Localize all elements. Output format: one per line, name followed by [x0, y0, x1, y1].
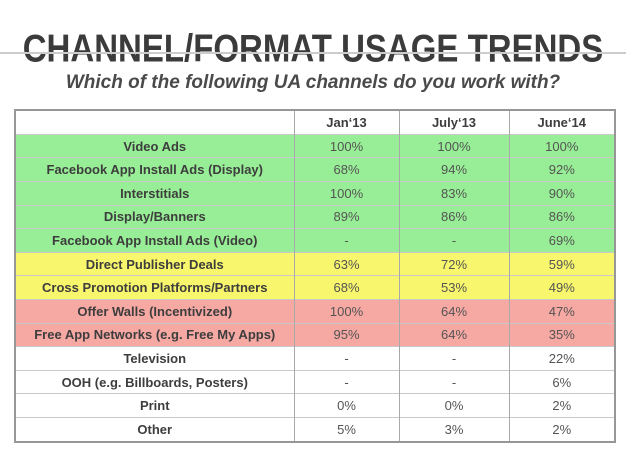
channel-label: Facebook App Install Ads (Display): [15, 157, 294, 182]
usage-value-cell: 64%: [398, 299, 509, 324]
usage-value-cell: 92%: [508, 157, 615, 182]
usage-value-cell: 47%: [508, 299, 615, 324]
usage-value-cell: 53%: [398, 275, 509, 300]
table-row: Print 0% 0% 2%: [15, 393, 615, 418]
survey-question-subtitle: Which of the following UA channels do yo…: [65, 72, 561, 93]
channel-label: Print: [15, 393, 294, 418]
channel-label: OOH (e.g. Billboards, Posters): [15, 369, 294, 394]
usage-value-cell: 86%: [398, 204, 509, 229]
channel-label: Cross Promotion Platforms/Partners: [15, 275, 294, 300]
table-row: Facebook App Install Ads (Video) - -69%: [15, 228, 615, 253]
channel-label: Direct Publisher Deals: [15, 251, 294, 276]
usage-value-cell: 100%: [293, 133, 399, 158]
usage-value-cell: -: [293, 369, 399, 394]
table-row: Display/Banners 89% 86% 86%: [15, 204, 615, 229]
column-header-july13: July‘13: [398, 110, 509, 135]
usage-value-cell: 100%: [293, 181, 399, 206]
usage-value-cell: 86%: [508, 204, 615, 229]
table-row: Television - -22%: [15, 346, 615, 371]
usage-value-cell: 68%: [293, 275, 399, 300]
column-header-jan13: Jan‘13: [293, 110, 399, 135]
table-row: Direct Publisher Deals 63% 72% 59%: [15, 251, 615, 276]
channel-label: Interstitials: [15, 181, 294, 206]
channel-label: Television: [15, 346, 294, 371]
usage-value-cell: 0%: [293, 393, 399, 418]
usage-value-cell: -: [293, 228, 399, 253]
usage-value-cell: 6%: [508, 369, 615, 394]
table-row: Facebook App Install Ads (Display) 68% 94%…: [15, 157, 615, 182]
usage-value-cell: 94%: [398, 157, 509, 182]
channel-label: Video Ads: [15, 133, 294, 158]
usage-value-cell: 83%: [398, 181, 509, 206]
usage-value-cell: 49%: [508, 275, 615, 300]
usage-value-cell: -: [398, 346, 509, 371]
table-row: Interstitials 100% 83% 90%: [15, 181, 615, 206]
table-body: Jan‘13 July‘13 June‘14 Video Ads 100% 100%…: [15, 110, 615, 442]
table-row: Other 5% 3% 2%: [15, 416, 615, 442]
usage-value-cell: 64%: [398, 322, 509, 347]
usage-value-cell: 3%: [398, 416, 509, 442]
usage-value-cell: 95%: [293, 322, 399, 347]
usage-value-cell: -: [293, 346, 399, 371]
usage-value-cell: -: [398, 369, 509, 394]
usage-value-cell: 100%: [293, 299, 399, 324]
channel-label: Offer Walls (Incentivized): [15, 299, 294, 324]
table-header-row: Jan‘13 July‘13 June‘14: [15, 110, 615, 135]
table-row: Video Ads 100% 100% 100%: [15, 133, 615, 158]
table-row: Free App Networks (e.g. Free My Apps) 95%…: [15, 322, 615, 347]
page-title: CHANNEL/FORMAT USAGE TRENDS: [22, 26, 604, 70]
channel-label: Free App Networks (e.g. Free My Apps): [15, 322, 294, 347]
usage-value-cell: 59%: [508, 251, 615, 276]
usage-value-cell: 100%: [398, 133, 509, 158]
usage-value-cell: 2%: [508, 393, 615, 418]
channel-label: Display/Banners: [15, 204, 294, 229]
channel-label: Other: [15, 416, 294, 442]
table-row: OOH (e.g. Billboards, Posters) - -6%: [15, 369, 615, 394]
usage-value-cell: 72%: [398, 251, 509, 276]
usage-value-cell: 0%: [398, 393, 509, 418]
usage-value-cell: 68%: [293, 157, 399, 182]
usage-value-cell: 22%: [508, 346, 615, 371]
usage-value-cell: 89%: [293, 204, 399, 229]
table-row: Cross Promotion Platforms/Partners 68% 53%…: [15, 275, 615, 300]
usage-value-cell: 69%: [508, 228, 615, 253]
usage-value-cell: 35%: [508, 322, 615, 347]
corner-cell: [15, 110, 294, 135]
usage-value-cell: 2%: [508, 416, 615, 442]
usage-value-cell: 63%: [293, 251, 399, 276]
title-divider: [0, 52, 626, 54]
usage-value-cell: 5%: [293, 416, 399, 442]
table-row: Offer Walls (Incentivized) 100% 64% 47%: [15, 299, 615, 324]
channel-label: Facebook App Install Ads (Video): [15, 228, 294, 253]
usage-value-cell: -: [398, 228, 509, 253]
column-header-june14: June‘14: [508, 110, 615, 135]
usage-trends-table: Jan‘13 July‘13 June‘14 Video Ads 100% 100%…: [14, 109, 616, 443]
usage-value-cell: 100%: [508, 133, 615, 158]
usage-value-cell: 90%: [508, 181, 615, 206]
